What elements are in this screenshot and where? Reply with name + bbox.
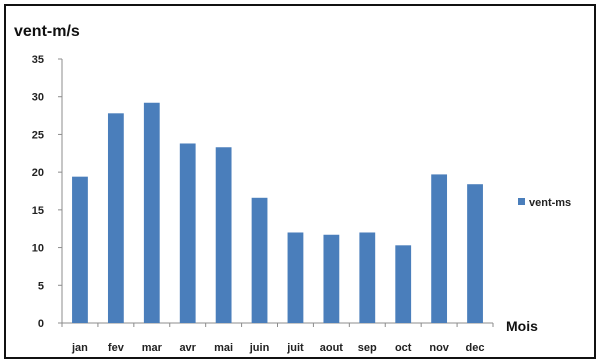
bar-aout: [323, 234, 340, 323]
x-tick-label: juit: [286, 342, 304, 354]
x-tick-label: avr: [179, 342, 196, 354]
bar-nov: [431, 174, 448, 323]
chart-title: vent-m/s: [14, 23, 80, 40]
x-axis-label: Mois: [506, 318, 538, 334]
y-axis: 0 5 10 15 20 25 30 35: [32, 54, 63, 330]
bar-mai: [215, 147, 232, 323]
y-tick-label: 15: [32, 205, 44, 217]
bar-series: [72, 102, 483, 324]
y-tick-label: 0: [38, 318, 44, 330]
bar-mar: [143, 102, 160, 324]
legend-label: vent-ms: [529, 197, 571, 209]
x-tick-label: dec: [466, 342, 485, 354]
y-tick-label: 30: [32, 92, 44, 104]
y-tick-label: 20: [32, 167, 44, 179]
y-tick-label: 10: [32, 243, 44, 255]
x-tick-label: sep: [358, 342, 377, 354]
y-tick-label: 35: [32, 54, 44, 66]
x-tick-label: mar: [142, 342, 163, 354]
legend-swatch: [518, 198, 525, 205]
bar-dec: [467, 184, 483, 323]
legend: vent-ms: [518, 197, 571, 209]
bar-oct: [395, 245, 412, 323]
bar-jan: [72, 176, 88, 323]
x-tick-label: jan: [71, 342, 88, 354]
bar-sep: [359, 232, 376, 323]
x-tick-label: oct: [395, 342, 412, 354]
bar-juin: [251, 197, 268, 323]
bar-fev: [107, 113, 124, 324]
y-tick-label: 25: [32, 129, 44, 141]
x-axis: jan fev mar avr mai juin juit aout sep oct nov dec: [61, 322, 494, 354]
x-tick-label: mai: [214, 342, 233, 354]
x-tick-label: fev: [108, 342, 125, 354]
bar-avr: [179, 143, 196, 323]
x-tick-label: juin: [249, 342, 270, 354]
x-tick-label: aout: [320, 342, 344, 354]
x-tick-label: nov: [429, 342, 449, 354]
bar-juit: [287, 232, 304, 323]
y-tick-label: 5: [38, 280, 44, 292]
